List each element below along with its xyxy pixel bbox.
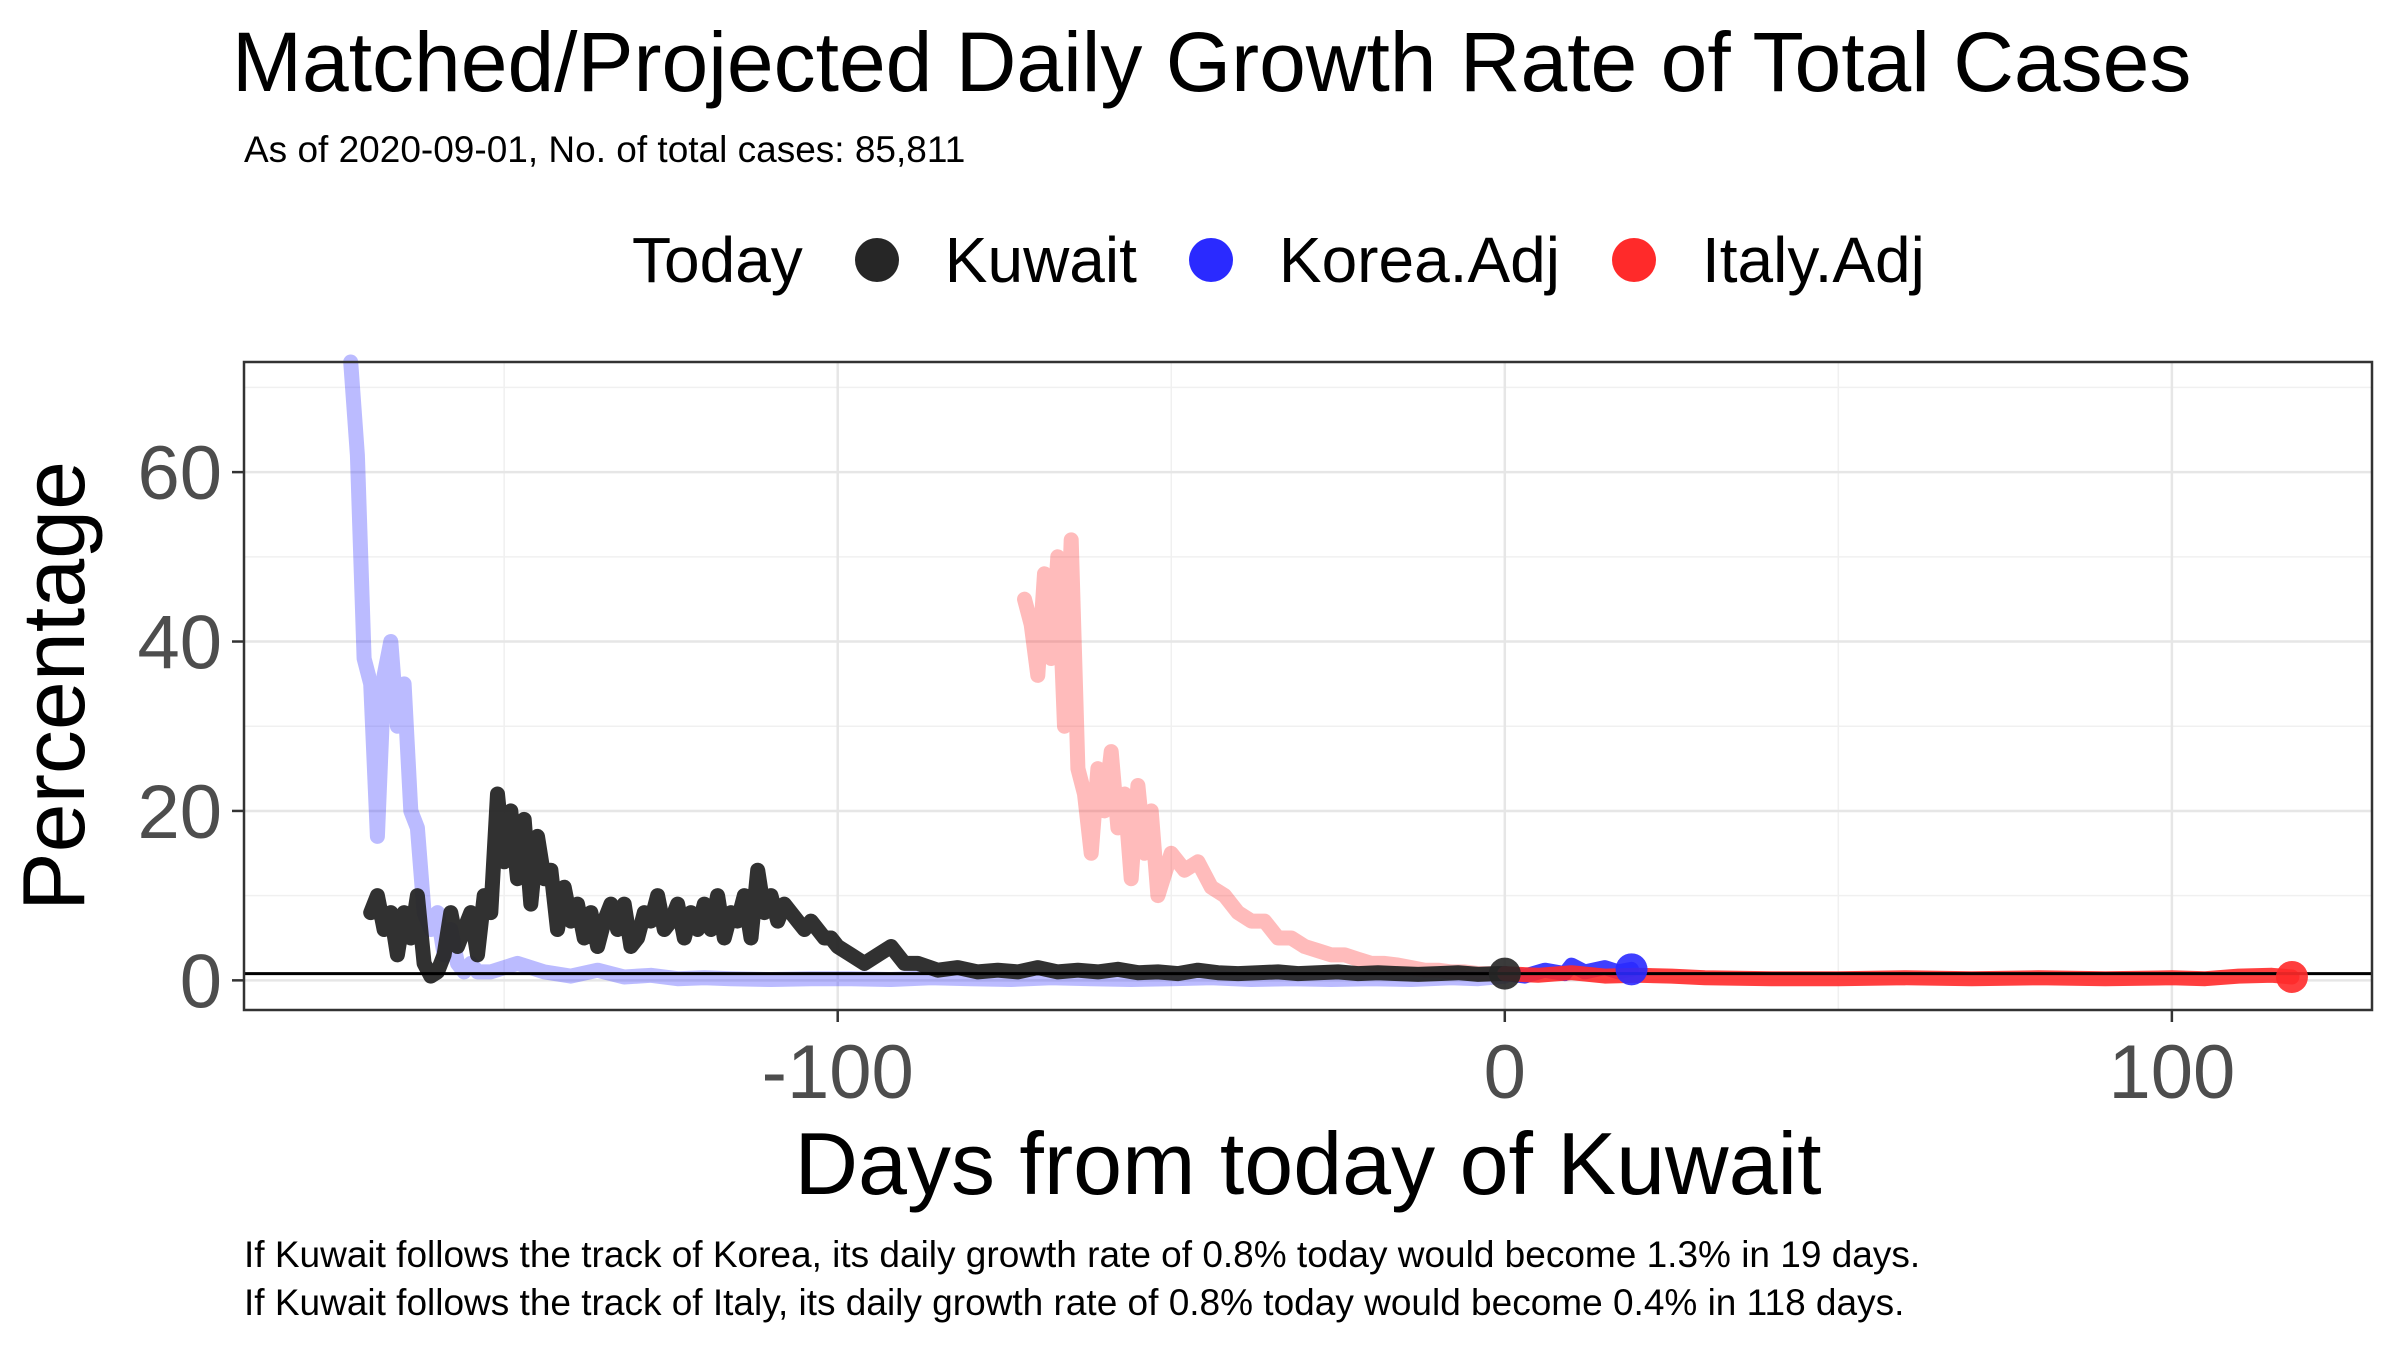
legend-label-italy: Italy.Adj [1701, 224, 1925, 296]
legend-label-kuwait: Kuwait [944, 224, 1137, 296]
legend-key-italy [1611, 238, 1656, 282]
y-axis-label: Percentage [4, 461, 103, 911]
x-tick-label: -100 [762, 1030, 914, 1115]
y-tick-label: 0 [180, 939, 222, 1024]
legend-label-korea: Korea.Adj [1278, 224, 1560, 296]
plot-border [242, 360, 2374, 1012]
x-tick-label: 100 [2108, 1030, 2235, 1115]
legend: Today Kuwait Korea.Adj Italy.Adj [632, 220, 1977, 300]
legend-title: Today [632, 224, 803, 296]
caption-italy: If Kuwait follows the track of Italy, it… [244, 1282, 1905, 1323]
today-marker-italy-adj [2275, 960, 2308, 993]
x-axis-label: Days from today of Kuwait [794, 1114, 1821, 1213]
y-tick-label: 20 [137, 770, 222, 855]
today-markers [1488, 953, 2308, 993]
legend-key-korea [1188, 238, 1233, 282]
chart-subtitle: As of 2020-09-01, No. of total cases: 85… [244, 129, 966, 170]
series-lines [244, 354, 2372, 987]
caption-korea: If Kuwait follows the track of Korea, it… [244, 1234, 1921, 1275]
today-marker-korea-adj [1615, 953, 1648, 986]
x-tick-label: 0 [1484, 1030, 1526, 1115]
today-marker-kuwait [1488, 957, 1521, 990]
projection-line-italy-adj [1497, 965, 2300, 987]
plot-panel [244, 362, 2372, 1010]
y-tick-label: 40 [137, 601, 222, 686]
chart-title: Matched/Projected Daily Growth Rate of T… [232, 15, 2192, 109]
series-line-italy-adj [1017, 532, 1513, 982]
legend-key-kuwait [854, 238, 899, 282]
axes: -100 0 100 0 20 40 60 Days from today of Kuwait… [4, 360, 2374, 1213]
y-tick-label: 60 [137, 431, 222, 516]
